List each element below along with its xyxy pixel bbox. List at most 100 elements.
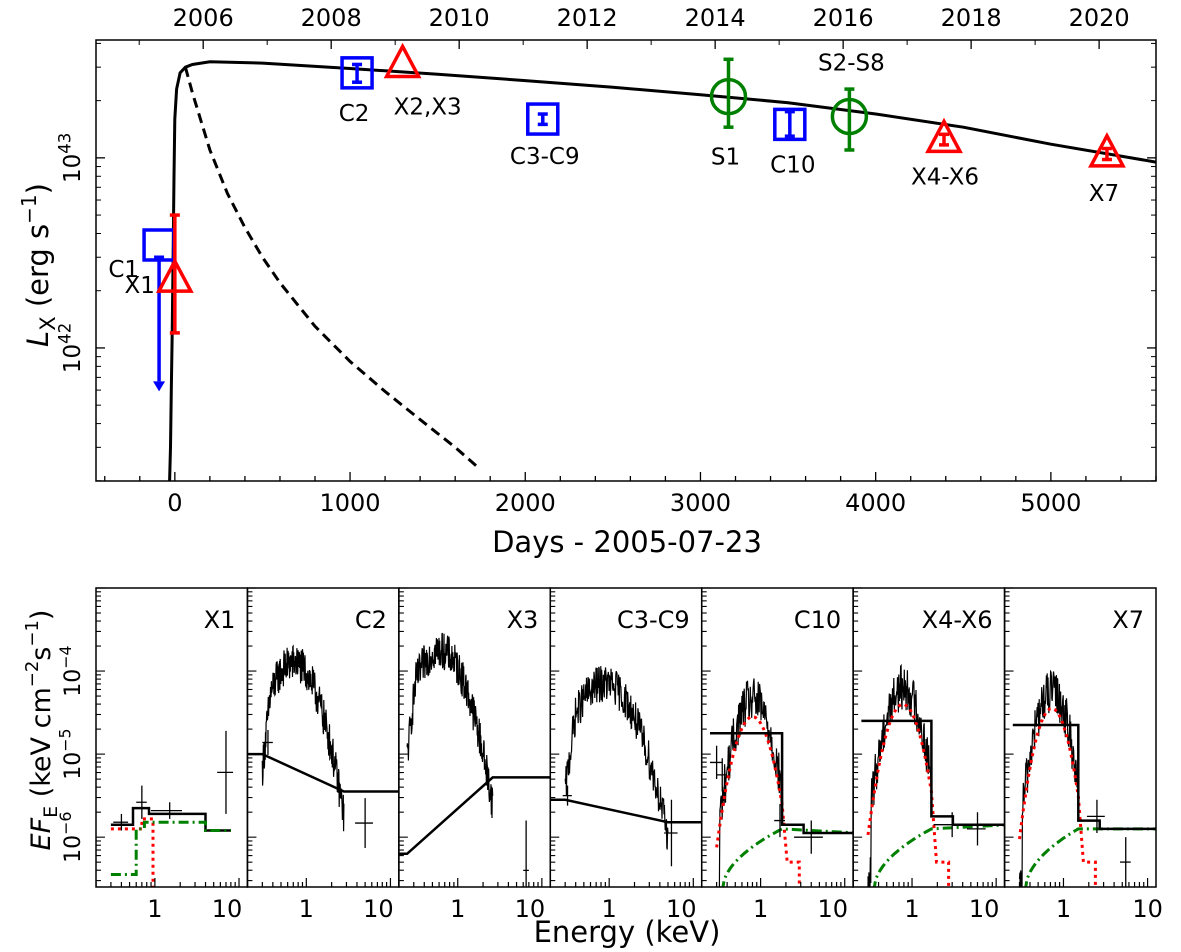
energy-tick-label: 1 bbox=[450, 895, 465, 923]
spectrum-data bbox=[717, 678, 783, 887]
flux-tick-label: 10−4 bbox=[56, 645, 86, 696]
panel-body bbox=[247, 644, 399, 848]
spectrum-data bbox=[406, 632, 494, 819]
top-year-label: 2016 bbox=[813, 4, 874, 32]
panel-label: X1 bbox=[204, 606, 236, 634]
energy-tick-label: 10 bbox=[363, 895, 394, 923]
top-year-label: 2006 bbox=[173, 4, 234, 32]
spectrum-panel-x7: X7 1 10 bbox=[1003, 587, 1163, 923]
top-year-label: 2018 bbox=[941, 4, 1002, 32]
spectrum-model bbox=[110, 806, 231, 832]
data-point-s1: S1 bbox=[709, 57, 748, 171]
spectrum-data bbox=[261, 644, 345, 832]
point-label: X1 bbox=[124, 273, 154, 299]
panel-body bbox=[709, 678, 854, 887]
data-point-x4-x6: X4-X6 bbox=[911, 117, 979, 190]
flux-tick-label-exp: −5 bbox=[56, 728, 75, 751]
y-tick-label: 1042 bbox=[55, 323, 86, 373]
data-point-x1: X1 bbox=[124, 213, 194, 335]
triangle-marker bbox=[925, 117, 963, 154]
point-label: X2,X3 bbox=[394, 94, 462, 120]
panel-frame bbox=[1003, 587, 1157, 888]
energy-tick-label: 1 bbox=[299, 895, 314, 923]
square-marker bbox=[526, 102, 560, 136]
x-tick-label: 4000 bbox=[845, 489, 906, 517]
panel-label: C10 bbox=[794, 606, 841, 634]
spectrum-panel-c3-c9: C3-C9 1 10 bbox=[549, 587, 703, 923]
triangle-marker bbox=[155, 257, 194, 293]
square-marker bbox=[773, 107, 807, 142]
upper-limit-arrowhead bbox=[153, 381, 166, 392]
square-marker bbox=[142, 228, 176, 262]
point-label: C10 bbox=[770, 152, 815, 178]
y-tick-label-base: 10 bbox=[60, 344, 86, 373]
spectrum-panel-c2: C2 1 10 bbox=[246, 587, 400, 923]
top-year-label: 2012 bbox=[557, 4, 618, 32]
square-marker bbox=[340, 56, 374, 90]
data-point-c10: C10 bbox=[770, 107, 815, 178]
thermal-component bbox=[1018, 706, 1097, 887]
point-label: X7 bbox=[1089, 181, 1119, 207]
point-label: S1 bbox=[711, 145, 740, 171]
flux-tick-label: 10−6 bbox=[56, 811, 86, 862]
energy-tick-label: 1 bbox=[904, 895, 919, 923]
spectrum-model bbox=[247, 752, 399, 793]
flux-tick-label-exp: −6 bbox=[56, 811, 75, 834]
point-label: C3-C9 bbox=[510, 144, 580, 170]
top-year-label: 2020 bbox=[1069, 4, 1130, 32]
point-label: X4-X6 bbox=[911, 164, 979, 190]
spectrum-data bbox=[867, 663, 932, 887]
data-point-c1: C1 bbox=[108, 228, 176, 392]
main-y-label: LX (erg s−1) bbox=[17, 183, 60, 347]
flux-tick-label: 10−5 bbox=[56, 728, 86, 779]
flux-tick-label-exp: −4 bbox=[56, 645, 75, 668]
x-tick-label: 5000 bbox=[1020, 489, 1081, 517]
top-year-label: 2008 bbox=[301, 4, 362, 32]
model-dashed-curve bbox=[183, 66, 478, 467]
data-point-x7: X7 bbox=[1088, 132, 1126, 207]
panel-label: X3 bbox=[507, 606, 539, 634]
circle-marker bbox=[830, 97, 869, 136]
spectrum-panel-c10: C10 1 10 bbox=[700, 587, 854, 923]
triangle-marker bbox=[383, 42, 422, 79]
top-year-label: 2014 bbox=[685, 4, 746, 32]
panel-label: X7 bbox=[1112, 606, 1144, 634]
power-law-component bbox=[1024, 827, 1156, 887]
spectrum-model bbox=[1012, 723, 1156, 831]
spectrum-data bbox=[564, 666, 669, 850]
triangle-marker bbox=[1088, 132, 1126, 168]
x-tick-label: 2000 bbox=[495, 489, 556, 517]
energy-tick-label: 10 bbox=[1132, 895, 1163, 923]
x-tick-label: 1000 bbox=[320, 489, 381, 517]
energy-tick-label: 10 bbox=[666, 895, 697, 923]
y-tick-label: 1043 bbox=[55, 133, 86, 183]
energy-tick-label: 1 bbox=[753, 895, 768, 923]
y-tick-label-base: 10 bbox=[60, 154, 86, 183]
x-tick-label: 0 bbox=[167, 489, 182, 517]
flux-tick-label-base: 10 bbox=[61, 669, 86, 697]
power-law-component bbox=[721, 827, 854, 887]
thermal-component bbox=[866, 702, 951, 887]
main-axes-frame bbox=[95, 39, 1157, 482]
panel-body bbox=[1012, 669, 1156, 887]
energy-tick-label: 10 bbox=[969, 895, 1000, 923]
y-tick-label-exp: 43 bbox=[55, 133, 74, 154]
y-tick-label-exp: 42 bbox=[55, 323, 74, 344]
spectrum-model bbox=[398, 776, 551, 856]
point-label: C1 bbox=[108, 257, 139, 283]
spectra-y-label: EFE (keV cm−2s−1) bbox=[22, 610, 62, 851]
energy-tick-label: 10 bbox=[515, 895, 546, 923]
panel-label: C3-C9 bbox=[617, 606, 690, 634]
main-x-label: Days - 2005-07-23 bbox=[492, 525, 762, 559]
power-law-component bbox=[110, 820, 231, 876]
thermal-component bbox=[110, 817, 155, 887]
power-law-component bbox=[872, 823, 1005, 887]
spectrum-model bbox=[550, 798, 702, 824]
spectrum-data bbox=[1018, 669, 1079, 887]
data-point-s2-s8: S2-S8 bbox=[818, 51, 885, 152]
energy-tick-label: 10 bbox=[817, 895, 848, 923]
